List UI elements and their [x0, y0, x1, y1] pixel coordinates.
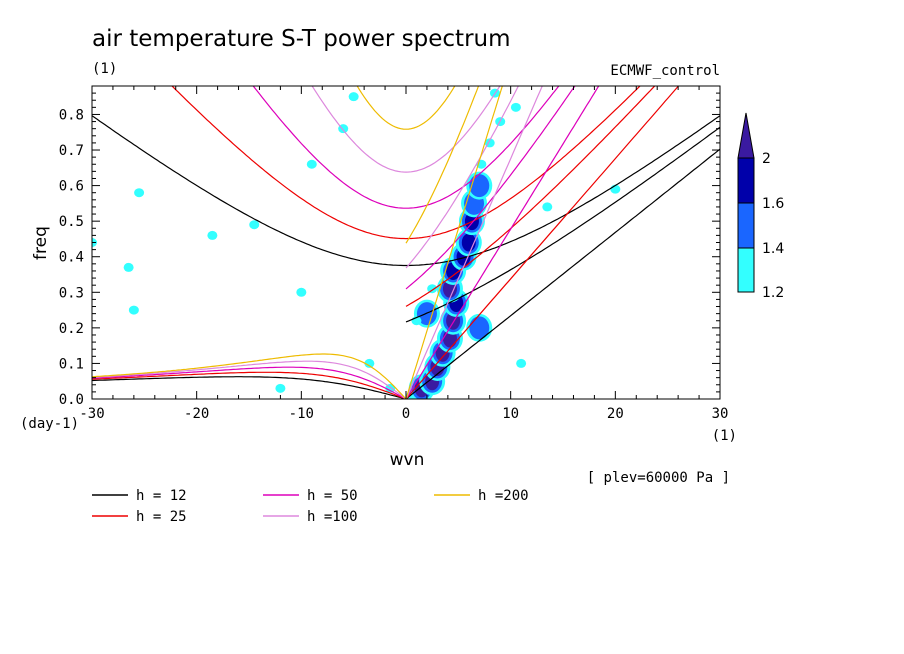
y-tick-label: 0.5: [59, 214, 84, 230]
dispersion-curve-100: [405, 86, 520, 269]
dispersion-curve-12: [92, 115, 720, 267]
dispersion-curve-25: [405, 86, 680, 399]
power-blob: [428, 285, 436, 292]
dispersion-curve-50: [405, 86, 576, 290]
legend-label-200: h =200: [478, 488, 529, 504]
dispersion-curve-12: [405, 148, 720, 399]
colorbar-label: 1.2: [762, 285, 784, 301]
dispersion-curve-50: [405, 86, 600, 399]
dispersion-curve-200: [92, 353, 407, 399]
colorbar-triangle: [737, 112, 755, 159]
x-tick-label: -20: [184, 406, 209, 422]
power-blob: [543, 203, 551, 210]
dispersion-curve-25: [405, 86, 656, 307]
x-axis: -30 -20 -10 0 10 20 30: [79, 86, 728, 422]
power-blob: [308, 161, 316, 168]
y-tick-label: 0.6: [59, 179, 84, 195]
power-blob: [135, 189, 143, 196]
dispersion-curve-200: [356, 86, 456, 130]
power-blob: [412, 317, 420, 324]
colorbar-label: 2: [762, 151, 771, 167]
level-note: [ plev=60000 Pa ]: [587, 470, 730, 486]
colorbar-label: 1.6: [762, 196, 784, 212]
chart-title: air temperature S-T power spectrum: [92, 26, 511, 52]
x-tick-label: 10: [502, 406, 519, 422]
power-blob: [250, 221, 258, 228]
y-tick-label: 0.0: [59, 392, 84, 408]
legend-label-100: h =100: [307, 509, 358, 525]
x-units-label: (1): [712, 428, 737, 444]
y-tick-label: 0.4: [59, 250, 84, 266]
y-tick-label: 0.8: [59, 107, 84, 123]
power-blob: [350, 93, 358, 100]
power-blob: [208, 232, 216, 239]
power-blob: [130, 307, 138, 314]
power-blob: [276, 385, 284, 392]
units-label: (1): [92, 61, 117, 77]
legend-label-12: h = 12: [136, 488, 187, 504]
dispersion-curve-50: [252, 86, 560, 209]
power-blob: [472, 318, 487, 337]
colorbar-label: 1.4: [762, 241, 784, 257]
colorbar-segment: [737, 157, 755, 204]
x-axis-label: wvn: [390, 450, 425, 470]
dispersion-curve-50: [92, 366, 407, 399]
power-blob: [297, 289, 305, 296]
y-axis-label: freq: [31, 226, 51, 260]
x-tick-label: 20: [607, 406, 624, 422]
power-blob: [125, 264, 133, 271]
x-tick-label: -10: [289, 406, 314, 422]
y-tick-label: 0.3: [59, 285, 84, 301]
y-tick-label: 0.7: [59, 143, 84, 159]
legend-label-50: h = 50: [307, 488, 358, 504]
x-tick-label: 30: [712, 406, 729, 422]
dispersion-curve-12: [405, 126, 720, 323]
dispersion-curve-200: [405, 86, 480, 244]
colorbar-segment: [737, 247, 755, 293]
model-label: ECMWF_control: [610, 63, 720, 79]
legend: h = 12 h = 25 h = 50 h =100 h =200: [92, 488, 529, 525]
dispersion-curve-100: [311, 86, 501, 173]
dispersion-curve-200: [405, 86, 503, 399]
dispersion-curves: [92, 86, 720, 399]
x-tick-label: -30: [79, 406, 104, 422]
y-axis: 0.0 0.1 0.2 0.3 0.4 0.5 0.6 0.7 0.8: [59, 92, 720, 408]
legend-label-25: h = 25: [136, 509, 187, 525]
power-blob: [512, 104, 520, 111]
y-tick-label: 0.2: [59, 321, 84, 337]
dispersion-curve-25: [171, 86, 641, 240]
power-blob: [611, 186, 619, 193]
dispersion-curve-100: [92, 360, 407, 399]
colorbar-segment: [737, 202, 755, 249]
power-blob: [517, 360, 525, 367]
power-blob: [477, 161, 485, 168]
y-tick-label: 0.1: [59, 356, 84, 372]
dispersion-curve-100: [405, 86, 543, 399]
colorbar: 1.2 1.4 1.6 2: [737, 112, 784, 301]
dispersion-curve-25: [92, 371, 407, 399]
power-blob: [472, 176, 487, 195]
y-units-label: (day-1): [20, 416, 79, 432]
x-tick-label: 0: [402, 406, 410, 422]
dispersion-curve-12: [92, 376, 407, 399]
